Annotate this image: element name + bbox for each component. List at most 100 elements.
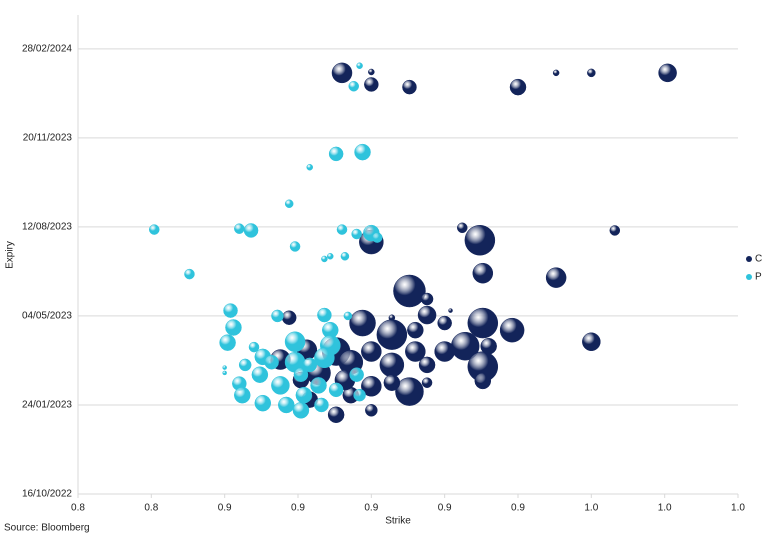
bubble bbox=[405, 341, 426, 362]
bubble bbox=[417, 305, 437, 325]
bubble bbox=[327, 253, 334, 260]
legend-marker bbox=[746, 256, 752, 262]
bubble bbox=[552, 69, 560, 77]
bubble bbox=[219, 334, 236, 351]
x-tick-label: 0.9 bbox=[291, 503, 305, 514]
bubble bbox=[361, 376, 382, 397]
bubble bbox=[289, 241, 301, 252]
bubble bbox=[284, 331, 306, 353]
legend-label: P bbox=[755, 272, 762, 283]
bubble bbox=[292, 402, 310, 419]
bubble bbox=[474, 372, 492, 390]
bubble bbox=[418, 356, 436, 374]
bubble bbox=[587, 68, 596, 78]
bubble bbox=[393, 274, 426, 308]
bubble bbox=[509, 78, 527, 96]
bubble bbox=[457, 222, 468, 234]
y-tick-label: 20/11/2023 bbox=[23, 133, 73, 144]
bubble bbox=[402, 79, 417, 95]
x-tick-label: 0.8 bbox=[71, 503, 85, 514]
bubble bbox=[407, 321, 424, 339]
y-tick-label: 24/01/2023 bbox=[22, 400, 72, 411]
x-tick-label: 0.9 bbox=[438, 503, 452, 514]
bubble bbox=[271, 309, 284, 323]
bubble bbox=[293, 367, 309, 382]
bubble bbox=[281, 310, 297, 325]
bubble bbox=[251, 366, 269, 383]
bubble bbox=[340, 252, 350, 261]
bubble bbox=[225, 319, 242, 336]
bubble bbox=[361, 341, 382, 362]
bubble bbox=[149, 224, 160, 235]
y-tick-label: 28/02/2024 bbox=[22, 43, 72, 54]
bubble bbox=[223, 303, 238, 318]
bubble bbox=[368, 68, 375, 76]
bubble bbox=[238, 358, 252, 372]
bubble bbox=[343, 311, 353, 321]
bubble bbox=[499, 317, 525, 343]
bubble bbox=[434, 341, 455, 362]
legend-marker bbox=[746, 274, 752, 280]
bubble bbox=[254, 394, 272, 412]
bubble bbox=[295, 386, 313, 404]
x-tick-label: 0.9 bbox=[364, 503, 378, 514]
source-note: Source: Bloomberg bbox=[4, 523, 90, 534]
bubble bbox=[348, 80, 359, 92]
bubble bbox=[184, 268, 195, 280]
bubble bbox=[464, 225, 496, 256]
bubble bbox=[306, 163, 313, 171]
bubble bbox=[371, 232, 383, 243]
bubble bbox=[383, 374, 401, 391]
bubble bbox=[353, 388, 366, 402]
bubble bbox=[222, 370, 227, 376]
bubble bbox=[349, 367, 364, 382]
bubble bbox=[278, 396, 295, 414]
bubble bbox=[317, 307, 332, 323]
bubble bbox=[328, 146, 344, 162]
bubble bbox=[467, 307, 499, 339]
bubble bbox=[349, 309, 376, 337]
bubble bbox=[310, 377, 327, 394]
x-tick-label: 1.0 bbox=[584, 503, 598, 514]
bubble bbox=[609, 225, 621, 236]
x-tick-label: 0.9 bbox=[218, 503, 232, 514]
bubble bbox=[379, 352, 405, 378]
bubble bbox=[327, 406, 345, 424]
y-axis-title: Expiry bbox=[5, 241, 16, 269]
bubble bbox=[284, 199, 294, 209]
bubble bbox=[658, 63, 677, 83]
bubble bbox=[354, 143, 371, 161]
bubble bbox=[336, 224, 348, 235]
bubble bbox=[420, 292, 434, 306]
x-axis-title: Strike bbox=[385, 516, 411, 527]
bubble bbox=[271, 376, 290, 395]
x-tick-label: 0.8 bbox=[144, 503, 158, 514]
x-tick-label: 0.9 bbox=[511, 503, 525, 514]
bubble bbox=[437, 315, 452, 331]
bubble bbox=[314, 347, 335, 369]
bubble bbox=[448, 308, 453, 313]
bubble bbox=[545, 267, 567, 288]
bubble bbox=[376, 319, 408, 350]
bubble bbox=[243, 223, 259, 238]
x-tick-label: 1.0 bbox=[658, 503, 672, 514]
bubble bbox=[328, 382, 344, 398]
bubble bbox=[314, 397, 329, 413]
bubble bbox=[356, 62, 363, 69]
x-tick-label: 1.0 bbox=[731, 503, 745, 514]
bubble bbox=[234, 223, 245, 234]
bubble bbox=[365, 404, 378, 417]
bubble bbox=[421, 377, 433, 388]
y-tick-label: 12/08/2023 bbox=[22, 222, 72, 233]
bubble bbox=[472, 262, 494, 284]
bubble bbox=[395, 377, 424, 406]
bubble bbox=[321, 255, 328, 263]
bubble bbox=[234, 386, 251, 404]
bubble bbox=[222, 365, 227, 370]
legend-label: C bbox=[755, 254, 762, 265]
y-tick-label: 16/10/2022 bbox=[22, 489, 72, 500]
y-tick-label: 04/05/2023 bbox=[22, 311, 72, 322]
bubble bbox=[351, 228, 362, 240]
bubble bbox=[582, 332, 601, 352]
